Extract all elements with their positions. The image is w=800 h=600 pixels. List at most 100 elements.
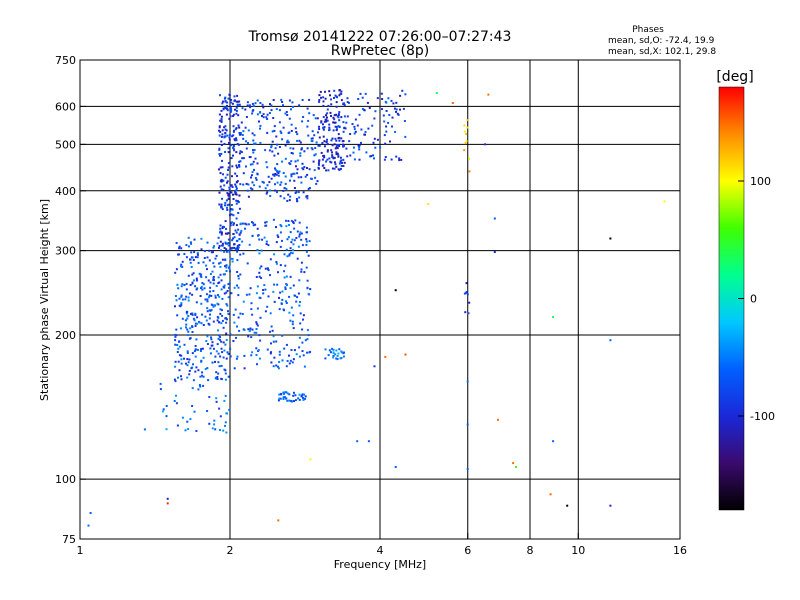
- data-point: [226, 206, 228, 209]
- data-point: [254, 142, 257, 145]
- data-point: [228, 138, 231, 141]
- data-point: [251, 181, 254, 184]
- data-point: [217, 236, 220, 239]
- data-point: [191, 293, 194, 296]
- data-point: [177, 376, 179, 379]
- data-point: [364, 92, 367, 95]
- data-point: [187, 299, 190, 302]
- data-point: [269, 274, 271, 277]
- data-point: [331, 154, 334, 157]
- data-point: [272, 365, 275, 368]
- data-point: [196, 316, 199, 319]
- data-point: [272, 218, 275, 221]
- data-point: [396, 112, 399, 115]
- data-point: [259, 111, 262, 114]
- data-point: [487, 93, 490, 96]
- data-point: [332, 116, 335, 119]
- data-point: [143, 428, 146, 431]
- data-point: [234, 193, 237, 196]
- data-point: [175, 328, 178, 331]
- data-point: [227, 244, 230, 247]
- data-point: [165, 415, 168, 418]
- data-point: [335, 153, 338, 156]
- data-point: [225, 199, 228, 202]
- data-point: [221, 129, 224, 132]
- data-point: [241, 240, 244, 243]
- data-point: [300, 268, 303, 271]
- data-point: [226, 180, 229, 183]
- data-point: [262, 116, 265, 119]
- data-point: [317, 144, 320, 147]
- data-point: [335, 349, 338, 352]
- data-point: [322, 164, 325, 167]
- data-point: [278, 146, 281, 148]
- data-point: [335, 105, 338, 108]
- data-point: [220, 205, 223, 208]
- data-point: [270, 361, 273, 364]
- data-point: [174, 380, 177, 383]
- data-point: [178, 245, 181, 248]
- data-point: [249, 187, 252, 190]
- data-point: [338, 136, 341, 139]
- data-point: [267, 295, 270, 298]
- data-point: [245, 293, 248, 296]
- data-point: [468, 157, 471, 160]
- data-point: [230, 191, 233, 194]
- data-point: [333, 114, 336, 117]
- data-point: [255, 321, 258, 324]
- data-point: [195, 301, 198, 304]
- data-point: [281, 160, 284, 163]
- data-point: [226, 109, 229, 112]
- data-point: [245, 140, 247, 143]
- data-point: [289, 179, 291, 182]
- data-point: [228, 136, 231, 139]
- data-point: [297, 176, 300, 179]
- data-point: [344, 127, 347, 130]
- data-point: [283, 197, 286, 200]
- data-point: [214, 304, 217, 307]
- data-point: [302, 354, 305, 357]
- data-point: [322, 116, 325, 118]
- data-point: [299, 152, 302, 155]
- data-point: [239, 312, 242, 315]
- data-point: [220, 120, 223, 123]
- data-point: [341, 161, 343, 164]
- data-point: [609, 504, 612, 507]
- data-point: [493, 251, 496, 253]
- data-point: [221, 231, 223, 234]
- data-point: [222, 326, 225, 329]
- data-point: [224, 201, 227, 204]
- data-point: [255, 354, 258, 356]
- data-point: [229, 106, 232, 109]
- data-point: [192, 363, 194, 366]
- data-point: [296, 159, 299, 162]
- data-point: [231, 102, 234, 105]
- data-point: [302, 318, 304, 321]
- data-point: [269, 103, 271, 106]
- data-point: [274, 173, 277, 175]
- data-point: [259, 141, 262, 144]
- data-point: [227, 375, 230, 378]
- data-point: [336, 354, 339, 357]
- data-point: [290, 129, 293, 132]
- data-point: [384, 355, 387, 358]
- data-point: [196, 322, 199, 325]
- data-point: [296, 200, 299, 203]
- data-point: [235, 189, 238, 192]
- data-point: [272, 340, 275, 343]
- data-point: [220, 347, 223, 350]
- data-point: [186, 317, 189, 320]
- data-point: [222, 100, 224, 103]
- data-point: [326, 150, 329, 153]
- data-point: [325, 114, 327, 117]
- data-point: [463, 130, 466, 133]
- data-point: [275, 241, 278, 244]
- data-point: [186, 420, 189, 423]
- data-point: [322, 100, 325, 103]
- data-point: [236, 143, 239, 145]
- data-point: [230, 101, 233, 104]
- data-point: [223, 247, 226, 249]
- data-point: [220, 136, 223, 138]
- data-point: [223, 226, 225, 228]
- data-point: [298, 104, 301, 107]
